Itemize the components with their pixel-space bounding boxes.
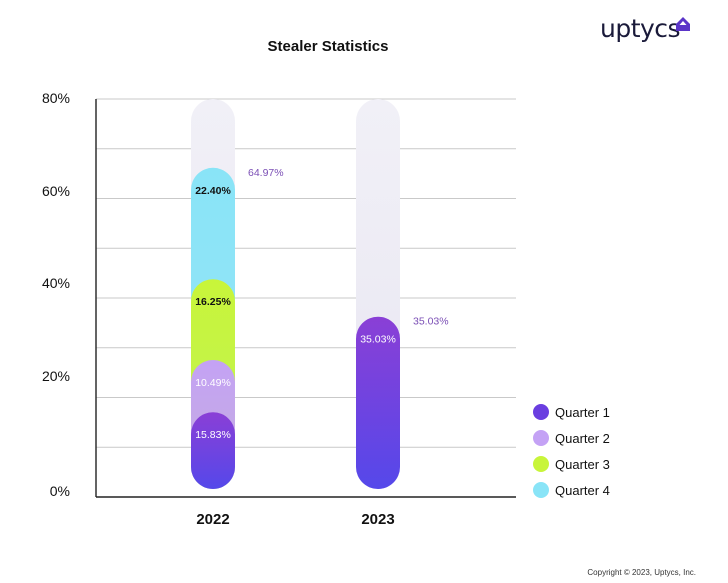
bar-segment-2022-q1: [191, 412, 235, 489]
legend-swatch: [533, 404, 549, 420]
legend-swatch: [533, 482, 549, 498]
x-tick-label: 2022: [196, 511, 229, 528]
bar-data-label: 15.83%: [195, 429, 231, 441]
bar-data-label: 35.03%: [360, 334, 396, 346]
legend-label: Quarter 2: [555, 431, 610, 446]
bar-data-label: 10.49%: [195, 377, 231, 389]
bar-data-label: 16.25%: [195, 296, 231, 308]
legend-label: Quarter 3: [555, 457, 610, 472]
legend-swatch: [533, 430, 549, 446]
y-tick-label: 0%: [50, 483, 70, 499]
bar-segment-2023-q1: [356, 316, 400, 489]
y-tick-label: 20%: [42, 368, 70, 384]
bar-total-label: 64.97%: [248, 167, 284, 179]
x-tick-label: 2023: [361, 511, 394, 528]
copyright-text: Copyright © 2023, Uptycs, Inc.: [587, 568, 696, 577]
uptycs-logo-mark-icon: [676, 17, 690, 31]
legend-swatch: [533, 456, 549, 472]
y-tick-label: 60%: [42, 183, 70, 199]
legend-label: Quarter 1: [555, 405, 610, 420]
y-tick-label: 80%: [42, 90, 70, 106]
uptycs-logo: uptycs: [600, 14, 681, 43]
bar-total-label: 35.03%: [413, 316, 449, 328]
bar-data-label: 22.40%: [195, 185, 231, 197]
y-tick-label: 40%: [42, 275, 70, 291]
chart-title: Stealer Statistics: [267, 38, 389, 55]
legend-label: Quarter 4: [555, 483, 610, 498]
